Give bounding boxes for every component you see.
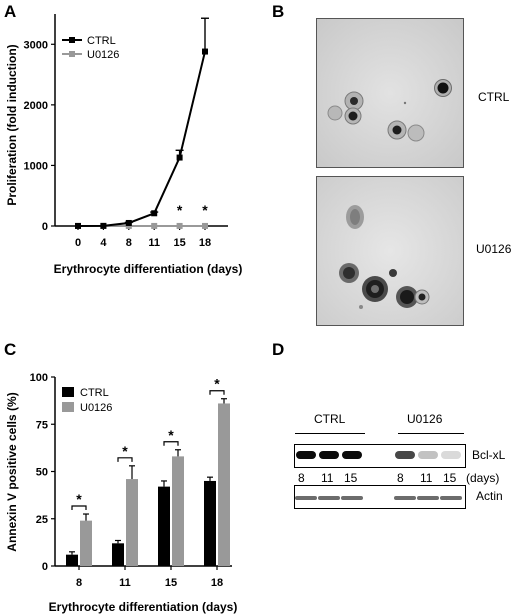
y-tick-label: 0 [42, 221, 48, 233]
micrograph-ctrl [316, 18, 464, 168]
legend-swatch [62, 387, 74, 397]
x-tick-label: 18 [199, 237, 211, 249]
blot-band [441, 451, 461, 459]
blot-band [319, 451, 339, 459]
bar-u0126 [218, 403, 230, 566]
blot-group-ctrl: CTRL [314, 412, 346, 426]
blot-band-label-actin: Actin [476, 489, 503, 503]
x-tick-label: 11 [148, 237, 160, 249]
significance-bracket [209, 390, 225, 395]
y-tick-label: 2000 [24, 100, 48, 112]
data-point [202, 48, 208, 55]
blot-lane-day-label: 15 [344, 471, 358, 485]
y-tick-label: 100 [30, 372, 48, 384]
x-tick-label: 8 [126, 237, 132, 249]
blot-band [318, 496, 340, 500]
micrograph-u0126 [316, 176, 464, 326]
blot-band [342, 451, 362, 459]
blot-strip-actin [294, 485, 466, 509]
annexin-bar-chart: Annexin V positive cells (%) Erythrocyte… [5, 372, 238, 614]
data-point [176, 154, 183, 161]
blot-band [296, 451, 316, 459]
data-point [125, 219, 132, 226]
y-tick-label: 3000 [24, 39, 48, 51]
y-axis-title: Annexin V positive cells (%) [5, 392, 19, 551]
panel-letter-c: C [4, 340, 17, 359]
x-tick-label: 0 [75, 237, 81, 249]
bar-u0126 [172, 456, 184, 566]
y-tick-label: 1000 [24, 160, 48, 172]
series-line-ctrl [77, 51, 206, 227]
legend-label: U0126 [80, 402, 112, 414]
legend-marker [69, 37, 75, 43]
data-point [100, 222, 107, 229]
blot-band [440, 496, 462, 500]
blot-lane-day-label: 8 [397, 471, 404, 485]
bar-ctrl [204, 480, 216, 566]
blot-lane-day-label: 11 [321, 471, 334, 485]
significance-star: * [76, 491, 82, 507]
y-tick-label: 0 [42, 561, 48, 573]
significance-star: * [168, 427, 174, 443]
significance-bracket [71, 505, 87, 511]
blot-band [395, 451, 415, 459]
data-point [176, 222, 183, 229]
proliferation-line-chart: Proliferation (fold induction) Erythrocy… [5, 14, 243, 276]
bar-u0126 [126, 479, 138, 566]
blot-band-label-bcl-xl: Bcl-xL [472, 448, 506, 462]
micrograph-label-ctrl: CTRL [478, 90, 510, 104]
legend-swatch [62, 402, 74, 412]
blot-lane-day-label: 11 [420, 471, 433, 485]
panel-letter-d: D [272, 340, 285, 359]
data-point [151, 210, 158, 217]
legend-label: U0126 [87, 49, 119, 61]
blot-days-unit: (days) [466, 471, 500, 485]
significance-star: * [202, 202, 208, 218]
data-point [202, 222, 208, 229]
blot-lane-day-label: 8 [298, 471, 305, 485]
significance-star: * [214, 376, 220, 392]
x-axis-title: Erythrocyte differentiation (days) [49, 600, 238, 614]
blot-band [417, 496, 439, 500]
bar-ctrl [158, 486, 170, 566]
legend-marker [69, 51, 75, 57]
blot-group-u0126: U0126 [407, 412, 443, 426]
bar-ctrl [66, 554, 78, 566]
x-tick-label: 4 [100, 237, 107, 249]
micrograph-u0126-image [317, 177, 463, 325]
x-tick-label: 15 [173, 237, 185, 249]
y-axis-title: Proliferation (fold induction) [5, 44, 19, 205]
significance-bracket [163, 441, 179, 446]
blot-band [418, 451, 438, 459]
blot-strip-bcl-xl [294, 444, 466, 468]
x-tick-label: 15 [165, 577, 177, 589]
blot-band [341, 496, 363, 500]
data-point [75, 222, 81, 229]
significance-bracket [117, 457, 133, 462]
x-tick-label: 11 [119, 577, 131, 589]
x-axis-title: Erythrocyte differentiation (days) [54, 262, 243, 276]
x-tick-label: 18 [211, 577, 223, 589]
significance-star: * [177, 202, 183, 218]
legend-label: CTRL [87, 35, 116, 47]
blot-lane-day-label: 15 [443, 471, 457, 485]
significance-star: * [122, 443, 128, 459]
bar-u0126 [80, 520, 92, 566]
data-point [151, 222, 158, 229]
legend-label: CTRL [80, 387, 109, 399]
y-tick-label: 25 [36, 514, 48, 526]
blot-group-u0126-line [398, 433, 464, 434]
panel-letter-a: A [4, 2, 17, 21]
blot-group-ctrl-line [295, 433, 365, 434]
panel-letter-b: B [272, 2, 285, 21]
x-tick-label: 8 [76, 577, 82, 589]
blot-band [295, 496, 317, 500]
micrograph-label-u0126: U0126 [476, 242, 512, 256]
bar-ctrl [112, 543, 124, 566]
y-tick-label: 75 [36, 419, 48, 431]
y-tick-label: 50 [36, 467, 48, 479]
micrograph-ctrl-image [317, 19, 463, 167]
blot-band [394, 496, 416, 500]
